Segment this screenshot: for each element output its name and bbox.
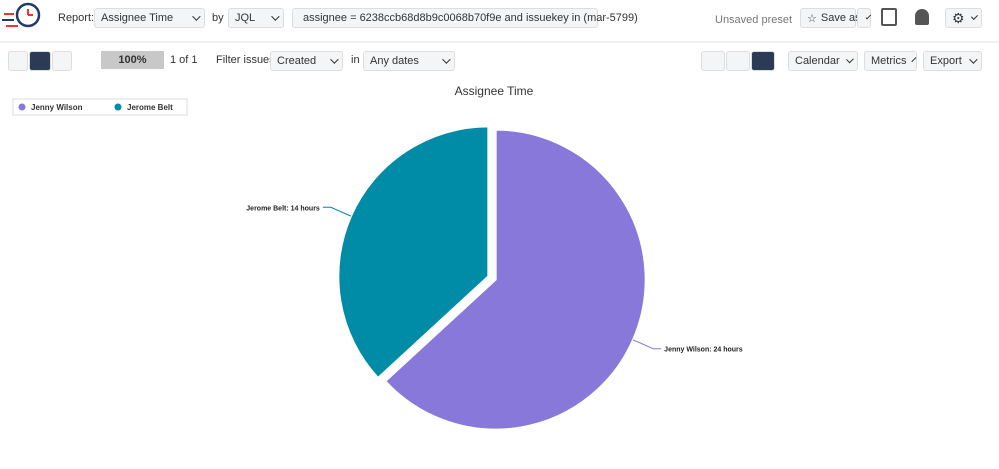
dates-value: Any dates bbox=[370, 55, 419, 67]
pie-slice bbox=[337, 125, 490, 380]
metrics-select[interactable]: Metrics bbox=[864, 51, 917, 71]
export-text: Export bbox=[930, 55, 962, 67]
by-label: by bbox=[212, 12, 224, 24]
legend-swatch bbox=[114, 103, 122, 111]
chart-title: Assignee Time bbox=[455, 84, 534, 98]
query-box[interactable]: assignee = 6238ccb68d8b9c0068b70f9e and … bbox=[292, 8, 638, 28]
legend-box bbox=[12, 98, 188, 116]
filter-label: Filter issues: bbox=[216, 54, 278, 66]
save-as-text: Save as bbox=[820, 12, 861, 24]
pagination: 1 of 1 bbox=[170, 54, 198, 66]
report-select[interactable]: Assignee Time bbox=[94, 8, 205, 28]
calendar-select[interactable]: Calendar bbox=[788, 51, 858, 71]
settings-button[interactable]: ⚙ bbox=[945, 8, 982, 28]
source-value: JQL bbox=[235, 12, 256, 24]
legend-label: Jenny Wilson bbox=[31, 103, 83, 112]
legend-swatch bbox=[18, 103, 26, 111]
pie-slice bbox=[383, 128, 647, 431]
share-button[interactable] bbox=[881, 8, 897, 26]
leader-line bbox=[632, 339, 662, 350]
pie-chart-button[interactable] bbox=[751, 51, 775, 71]
report-label: Report: bbox=[58, 12, 95, 24]
pie: Jenny Wilson: 24 hours Jerome Belt: 14 ho… bbox=[246, 125, 743, 431]
logo bbox=[2, 2, 41, 28]
filter-select[interactable]: Created bbox=[270, 51, 343, 71]
in-label: in bbox=[351, 54, 360, 66]
data-label: Jenny Wilson: 24 hours bbox=[664, 347, 743, 354]
chart-view-button[interactable] bbox=[29, 51, 51, 71]
leader-line bbox=[322, 206, 352, 217]
bar-chart-button[interactable] bbox=[726, 51, 750, 71]
report-value: Assignee Time bbox=[101, 12, 174, 24]
notifications-button[interactable] bbox=[915, 9, 929, 25]
area-chart-button[interactable] bbox=[701, 51, 725, 71]
calendar-text: Calendar bbox=[795, 55, 840, 67]
progress-bar: 100% bbox=[101, 51, 164, 69]
save-menu[interactable] bbox=[857, 8, 871, 28]
filter-value: Created bbox=[277, 55, 317, 67]
save-as-button[interactable]: ☆ Save as bbox=[800, 8, 861, 28]
dates-select[interactable]: Any dates bbox=[363, 51, 455, 71]
data-label: Jerome Belt: 14 hours bbox=[246, 205, 320, 212]
grid-view-button[interactable] bbox=[8, 51, 28, 71]
preset-status: Unsaved preset bbox=[715, 14, 793, 26]
metrics-text: Metrics bbox=[871, 55, 907, 67]
table-view-button[interactable] bbox=[52, 51, 72, 71]
source-select[interactable]: JQL bbox=[228, 8, 284, 28]
query-text: assignee = 6238ccb68d8b9c0068b70f9e and … bbox=[303, 12, 638, 24]
export-select[interactable]: Export bbox=[923, 51, 982, 71]
legend-label: Jerome Belt bbox=[127, 103, 173, 112]
